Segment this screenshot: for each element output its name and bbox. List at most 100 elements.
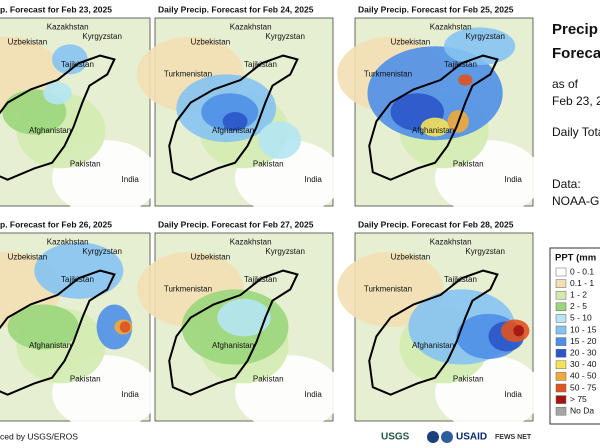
legend-label: 0 - 0.1	[570, 266, 594, 276]
country-label: Turkmenistan	[364, 70, 412, 79]
precip-area	[513, 325, 525, 337]
country-label: Pakistan	[253, 375, 284, 384]
country-label: Kazakhstan	[430, 238, 472, 247]
sidebar: Precip Forecas as of Feb 23, 2 Daily Tot…	[552, 21, 600, 208]
country-label: Afghanistan	[29, 341, 71, 350]
legend-label: 40 - 50	[570, 371, 597, 381]
country-label: Kazakhstan	[47, 23, 89, 32]
country-outline	[168, 269, 299, 396]
country-label: Tajikistan	[244, 60, 277, 69]
country-label: Afghanistan	[212, 126, 254, 135]
precip-area	[52, 44, 88, 75]
panel-title: Daily Precip. Forecast for Feb 24, 2025	[158, 4, 314, 14]
panel-title: Daily Precip. Forecast for Feb 25, 2025	[358, 4, 514, 14]
legend-swatch	[555, 314, 567, 323]
logo: USAID	[456, 432, 487, 443]
country-label: Turkmenistan	[164, 285, 212, 294]
country-label: Uzbekistan	[191, 253, 231, 262]
country-label: Uzbekistan	[391, 38, 431, 47]
seal	[441, 431, 453, 443]
country-label: Kyrgyzstan	[82, 32, 122, 41]
country-label: Kyrgyzstan	[465, 32, 505, 41]
country-label: Kazakhstan	[230, 238, 272, 247]
country-label: Afghanistan	[412, 126, 454, 135]
map-panel: Daily Precip. Forecast for Feb 27, 2025 K…	[137, 219, 342, 431]
legend-label: No Da	[570, 405, 594, 415]
legend-label: 50 - 75	[570, 382, 597, 392]
country-label: Kyrgyzstan	[265, 247, 305, 256]
legend-swatch	[555, 360, 567, 370]
country-label: Tajikistan	[61, 275, 94, 284]
legend-swatch	[555, 372, 567, 381]
precip-area	[7, 304, 79, 350]
legend-label: 1 - 2	[570, 289, 587, 299]
legend-swatch	[555, 348, 567, 358]
country-label: Afghanistan	[412, 341, 454, 350]
precip-area	[420, 117, 450, 137]
data-source: NOAA-GF	[552, 194, 600, 208]
logo: FEWS NET	[495, 434, 532, 441]
country-label: Kyrgyzstan	[465, 247, 505, 256]
country-outline	[368, 269, 499, 396]
country-label: Uzbekistan	[8, 253, 48, 262]
country-label: Pakistan	[453, 375, 484, 384]
as-of: as of	[552, 77, 579, 91]
legend-swatch	[555, 279, 567, 288]
country-label: Tajikistan	[444, 275, 477, 284]
country-label: Tajikistan	[61, 60, 94, 69]
panels: p. Forecast for Feb 23, 2025 Kazakhstan Uz…	[0, 4, 542, 431]
country-label: Pakistan	[70, 375, 101, 384]
panel-title: p. Forecast for Feb 23, 2025	[0, 4, 112, 14]
country-label: Tajikistan	[244, 275, 277, 284]
country-label: Turkmenistan	[164, 70, 212, 79]
legend-swatch	[555, 267, 567, 277]
legend-swatch	[555, 406, 567, 416]
country-label: India	[122, 390, 140, 399]
country-label: Turkmenistan	[364, 285, 412, 294]
side-title: Forecas	[552, 45, 600, 62]
country-label: Kazakhstan	[47, 238, 89, 247]
country-outline	[0, 269, 116, 396]
legend-box	[549, 247, 600, 425]
daily-total: Daily Tota	[552, 125, 600, 139]
precip-area	[119, 321, 131, 333]
country-label: Uzbekistan	[191, 38, 231, 47]
country-label: Afghanistan	[212, 341, 254, 350]
panel-title: Daily Precip. Forecast for Feb 28, 2025	[358, 219, 514, 229]
country-label: Uzbekistan	[391, 253, 431, 262]
legend-label: 10 - 15	[570, 324, 597, 334]
legend-swatch	[555, 302, 567, 312]
precip-area	[43, 81, 72, 105]
credit: ced by USGS/EROS	[0, 431, 78, 441]
map-panel: Daily Precip. Forecast for Feb 28, 2025 K…	[337, 219, 542, 431]
legend-swatch	[555, 325, 567, 335]
country-label: Pakistan	[253, 160, 284, 169]
legend: PPT (mm 0 - 0.1 0.1 - 11 - 2 2 - 5 5 - 1010…	[549, 247, 600, 425]
country-label: Uzbekistan	[8, 38, 48, 47]
country-label: Pakistan	[453, 160, 484, 169]
country-label: India	[305, 175, 323, 184]
panel-title: Daily Precip. Forecast for Feb 27, 2025	[158, 219, 314, 229]
map-panel: p. Forecast for Feb 23, 2025 Kazakhstan Uz…	[0, 4, 159, 216]
country-outline	[168, 54, 299, 181]
country-label: India	[505, 390, 523, 399]
precip-area	[258, 121, 301, 159]
precip-area	[222, 112, 248, 131]
legend-label: 30 - 40	[570, 359, 597, 369]
data-label: Data:	[552, 177, 581, 191]
legend-label: 2 - 5	[570, 301, 587, 311]
map-panel: Daily Precip. Forecast for Feb 25, 2025 K…	[337, 4, 542, 216]
country-outline	[368, 54, 499, 181]
precip-area	[34, 242, 124, 299]
legend-label: 20 - 30	[570, 347, 597, 357]
country-label: Tajikistan	[444, 60, 477, 69]
legend-title: PPT (mm	[555, 253, 596, 264]
legend-swatch	[555, 395, 567, 404]
map-panel: p. Forecast for Feb 26, 2025 Kazakhstan Uz…	[0, 219, 159, 431]
country-label: India	[122, 175, 140, 184]
precip-area	[217, 298, 271, 337]
country-label: Pakistan	[70, 160, 101, 169]
map-panel: Daily Precip. Forecast for Feb 24, 2025 K…	[137, 4, 342, 216]
date: Feb 23, 2	[552, 94, 600, 108]
